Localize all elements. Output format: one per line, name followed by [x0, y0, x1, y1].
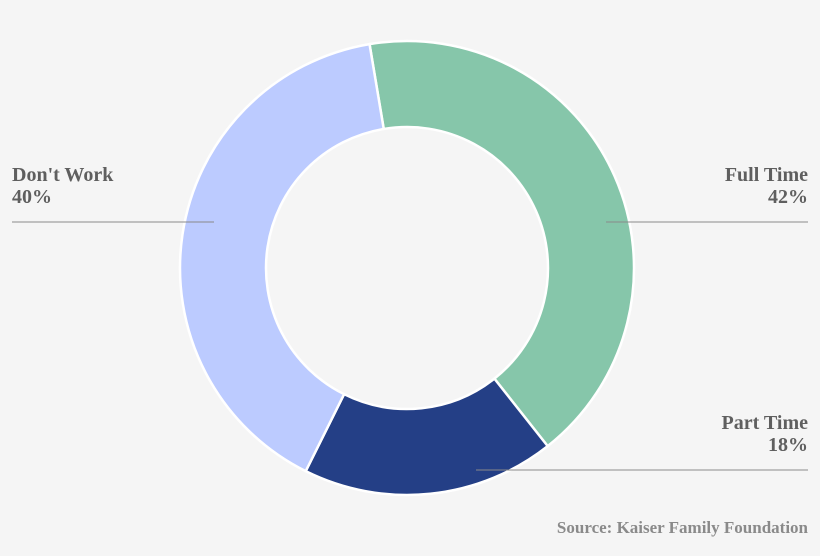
slice-label-full-time: Full Time 42%	[725, 164, 808, 208]
source-note: Source: Kaiser Family Foundation	[556, 518, 808, 537]
slice-value-part-time: 18%	[768, 434, 808, 456]
slice-value-dont-work: 40%	[12, 186, 52, 208]
slice-full-time	[368, 39, 636, 448]
slice-category-part-time: Part Time	[721, 412, 808, 434]
slice-label-dont-work: Don't Work 40%	[12, 164, 113, 208]
slice-category-dont-work: Don't Work	[12, 164, 114, 186]
slice-don-t-work	[178, 42, 386, 473]
slice-label-part-time: Part Time 18%	[722, 412, 808, 456]
slice-value-full-time: 42%	[768, 186, 808, 208]
leader-lines-group	[12, 221, 808, 471]
slice-category-full-time: Full Time	[724, 164, 808, 186]
slices-group	[178, 39, 636, 497]
